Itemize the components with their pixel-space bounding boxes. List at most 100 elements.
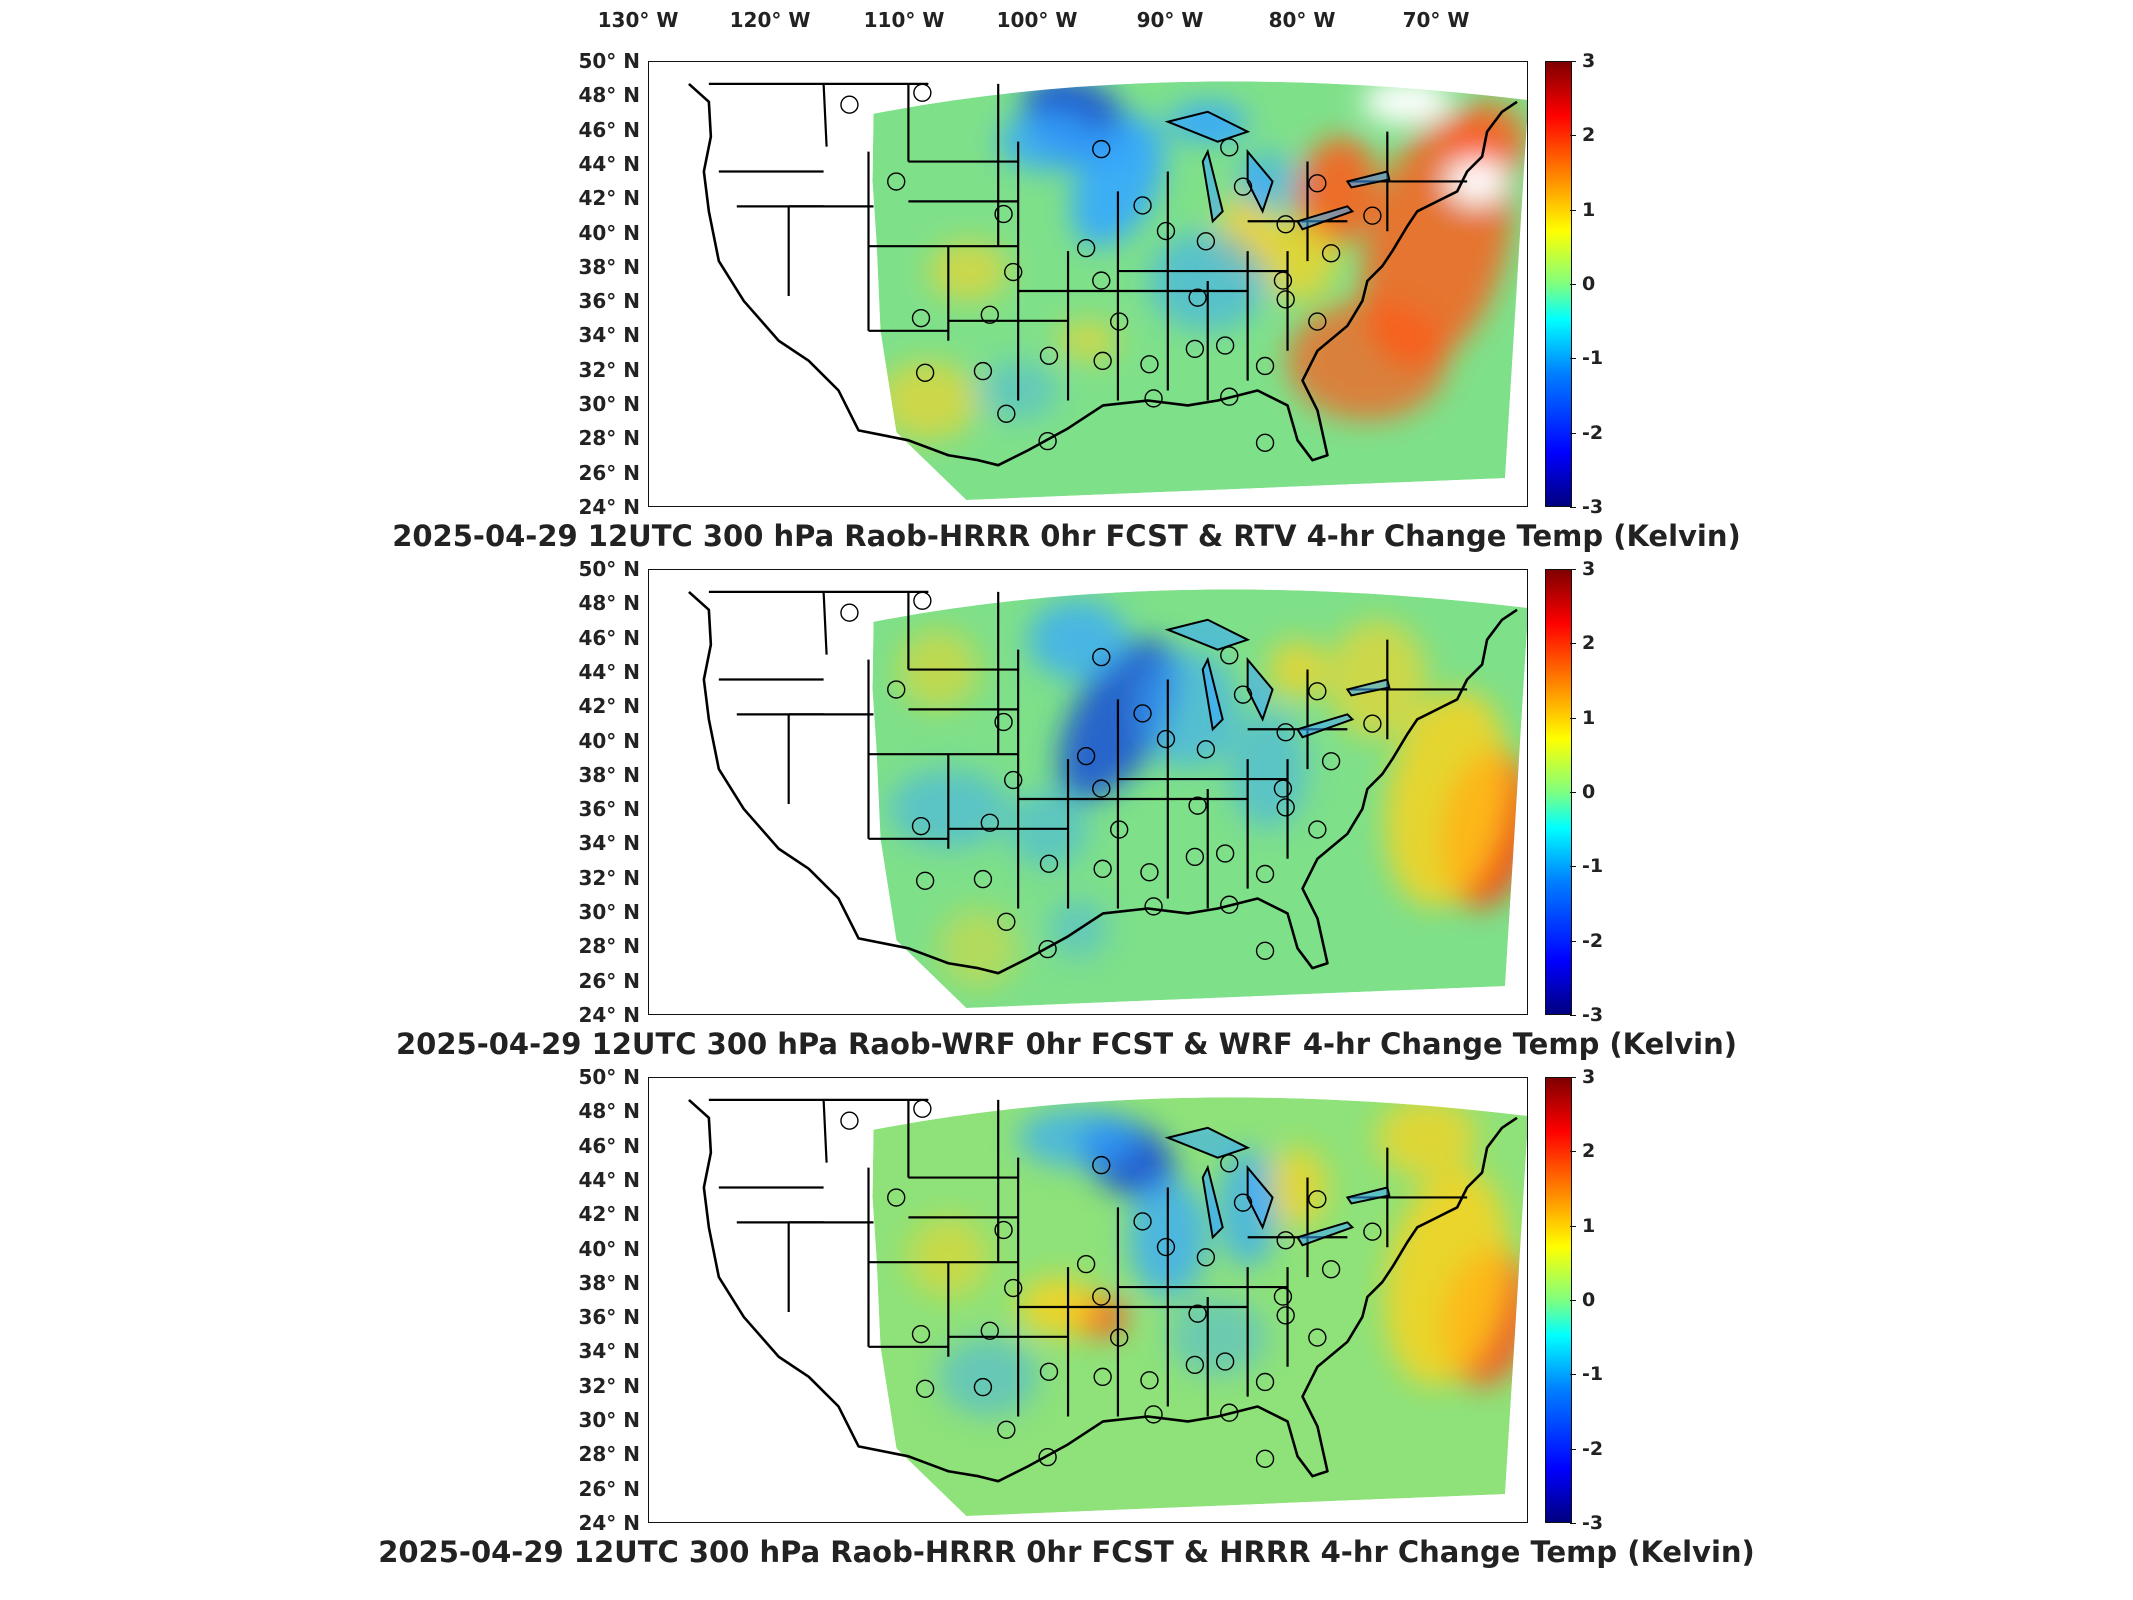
state-line [822,591,828,655]
colorbar-1 [1545,61,1572,507]
lat-label: 44° N [578,659,640,684]
lat-label: 26° N [578,968,640,993]
raob-station-marker [1220,646,1239,665]
anomaly-region [908,1217,989,1298]
anomaly-region [998,111,1098,172]
temperature-map-3 [688,1097,1527,1517]
raob-station-marker [1363,1222,1382,1241]
raob-station-marker [1092,1155,1111,1175]
raob-station-marker [1308,820,1327,839]
lat-label: 34° N [578,831,640,856]
lat-label: 44° N [578,151,640,176]
raob-station-marker [1321,1260,1341,1279]
great-lake [1345,1186,1391,1205]
lon-label-130w: 130° W [597,8,679,32]
colorbar-2 [1545,569,1572,1015]
raob-station-marker [1215,336,1235,355]
raob-station-marker [887,1188,906,1207]
raob-station-marker [1039,346,1059,365]
lat-label: 46° N [578,1133,640,1158]
raob-station-marker [1321,752,1341,771]
panel-title-1: 2025-04-29 12UTC 300 hPa Raob-HRRR 0hr F… [392,519,1741,553]
colorbar-tick: 3 [1569,558,1596,580]
raob-station-marker [1093,859,1112,879]
great-lake [1345,170,1391,189]
raob-station-marker [840,603,859,622]
lat-label: 40° N [578,220,640,245]
colorbar-3 [1545,1077,1572,1523]
lat-label: 40° N [578,1236,640,1261]
lat-label: 44° N [578,1167,640,1192]
raob-station-marker [1156,1237,1176,1257]
colorbar-tick: 1 [1569,198,1596,221]
lon-label-80w: 80° W [1268,8,1336,32]
raob-station-marker [980,305,999,324]
lat-label: 38° N [578,254,640,279]
lat-label: 46° N [578,117,640,142]
raob-station-marker [915,1379,935,1398]
raob-station-marker [913,591,932,610]
map-frame-2 [648,569,1528,1015]
lat-label: 50° N [578,49,640,73]
anomaly-region [1028,599,1128,680]
raob-station-marker [1144,1405,1163,1424]
lat-label: 36° N [578,1305,640,1330]
raob-station-marker [1093,1367,1112,1387]
raob-station-marker [1363,714,1382,733]
lon-label-120w: 120° W [729,8,811,32]
raob-station-marker [1109,312,1129,331]
raob-station-marker [1140,355,1159,374]
state-boundaries [708,590,1468,909]
great-lake [1201,1164,1224,1240]
raob-station-marker [1039,1362,1059,1381]
coastline [688,1098,1518,1483]
raob-station-marker [915,871,935,890]
raob-station-marker [1220,895,1239,914]
raob-station-marker [1196,232,1216,251]
raob-stations [840,591,1382,960]
lat-label: 36° N [578,289,640,314]
raob-station-marker [1321,244,1341,263]
colorbar-tick: -1 [1569,855,1604,878]
raob-station-marker [1233,177,1253,196]
raob-station-marker [1156,729,1176,749]
raob-station-marker [1092,1287,1111,1306]
raob-station-marker [887,680,906,699]
missing-data-region [1447,159,1508,204]
lat-label: 30° N [578,1408,640,1433]
colorbar-tick: 3 [1569,50,1596,72]
raob-station-marker [1276,290,1295,309]
colorbar-tick: -3 [1569,496,1604,518]
anomaly-region [1287,300,1448,421]
lat-label: 30° N [578,392,640,417]
raob-station-marker [1140,863,1159,882]
great-lake [1246,1164,1274,1230]
anomaly-region [1267,1147,1328,1228]
anomaly-region [1227,709,1308,829]
raob-station-marker [1004,770,1023,790]
coastline [688,590,1518,975]
raob-station-marker [980,1321,999,1340]
lat-label: 34° N [578,1339,640,1364]
great-lake [1164,618,1251,651]
lon-label-90w: 90° W [1136,8,1204,32]
state-line [822,83,828,147]
anomaly-region [1018,1107,1138,1168]
raob-station-marker [1109,1328,1129,1347]
raob-station-marker [1220,387,1239,406]
anomaly-region [938,908,1019,989]
raob-station-marker [994,1220,1013,1240]
colorbar-tick: 0 [1569,1289,1596,1311]
colorbar-tick: 1 [1569,706,1596,729]
raob-station-marker [973,1377,993,1397]
anomaly-region [1385,690,1510,908]
raob-station-marker [1038,1447,1057,1467]
colorbar-tick: 0 [1569,781,1596,803]
anomaly-region [878,360,979,441]
raob-station-marker [911,1324,931,1344]
raob-station-marker [1276,215,1295,234]
raob-station-marker [1196,740,1216,759]
lat-label: 48° N [578,1099,640,1124]
raob-station-marker [1273,1287,1293,1306]
raob-station-marker [1133,704,1152,723]
